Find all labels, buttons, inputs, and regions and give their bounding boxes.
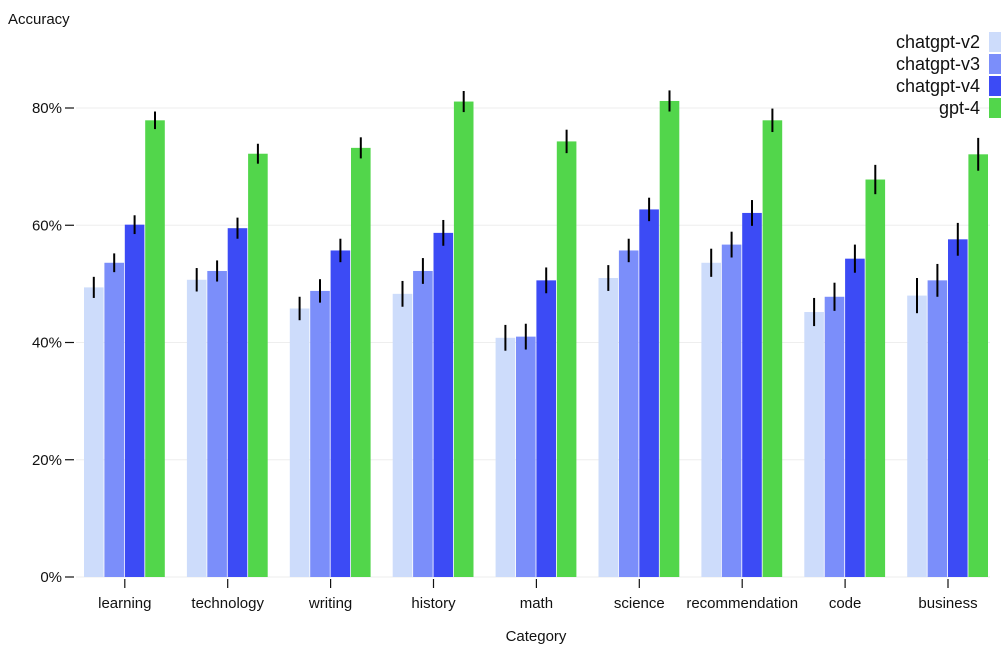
bar-chatgpt-v2 bbox=[701, 262, 721, 577]
bar-chatgpt-v2 bbox=[84, 287, 104, 577]
bar-chatgpt-v3 bbox=[618, 250, 639, 578]
bar-chatgpt-v3 bbox=[104, 262, 124, 577]
x-tick-label: science bbox=[614, 595, 665, 612]
y-axis: 0% 20% 40% 60% 80% bbox=[32, 100, 74, 586]
error-bars bbox=[92, 90, 980, 351]
legend-swatch bbox=[989, 32, 1001, 52]
legend-swatch bbox=[989, 76, 1001, 96]
x-tick-label: history bbox=[411, 595, 456, 612]
y-tick-label: 40% bbox=[32, 335, 62, 352]
x-tick-label: code bbox=[829, 595, 862, 612]
bar-chatgpt-v3 bbox=[927, 280, 948, 577]
x-tick-label: business bbox=[918, 595, 977, 612]
y-axis-title: Accuracy bbox=[8, 11, 70, 28]
x-axis: learning technology writing history math scie… bbox=[98, 579, 978, 612]
x-axis-title: Category bbox=[506, 628, 567, 645]
bar-chatgpt-v2 bbox=[804, 312, 824, 577]
bars bbox=[84, 100, 988, 578]
bar-chatgpt-v2 bbox=[495, 337, 516, 577]
bar-chatgpt-v2 bbox=[392, 293, 413, 577]
bar-chatgpt-v3 bbox=[824, 296, 845, 577]
x-tick-label: recommendation bbox=[686, 595, 798, 612]
bar-gpt-4 bbox=[145, 120, 165, 577]
bar-gpt-4 bbox=[248, 153, 268, 578]
legend-label: gpt-4 bbox=[939, 98, 980, 118]
bar-chatgpt-v4 bbox=[742, 212, 762, 577]
bar-chatgpt-v3 bbox=[310, 290, 330, 577]
bar-gpt-4 bbox=[453, 101, 474, 578]
bar-chatgpt-v3 bbox=[207, 270, 227, 577]
bar-chatgpt-v4 bbox=[124, 224, 145, 577]
y-tick-label: 80% bbox=[32, 100, 62, 117]
bar-gpt-4 bbox=[556, 141, 577, 577]
bar-chatgpt-v4 bbox=[536, 280, 556, 577]
bar-chatgpt-v3 bbox=[721, 244, 742, 577]
bar-gpt-4 bbox=[351, 147, 371, 578]
bar-chatgpt-v4 bbox=[227, 228, 248, 577]
bar-gpt-4 bbox=[968, 154, 988, 577]
bar-gpt-4 bbox=[659, 100, 680, 577]
x-tick-label: writing bbox=[308, 595, 352, 612]
legend-label: chatgpt-v3 bbox=[896, 54, 980, 74]
y-tick-label: 20% bbox=[32, 452, 62, 469]
x-tick-label: technology bbox=[191, 595, 264, 612]
bar-chatgpt-v3 bbox=[413, 270, 433, 577]
legend-swatch bbox=[989, 98, 1001, 118]
bar-chatgpt-v4 bbox=[639, 209, 659, 577]
legend-label: chatgpt-v2 bbox=[896, 32, 980, 52]
bar-chatgpt-v4 bbox=[433, 232, 454, 577]
bar-chatgpt-v3 bbox=[516, 336, 536, 577]
y-tick-label: 0% bbox=[40, 569, 62, 586]
bar-chatgpt-v2 bbox=[598, 278, 619, 577]
x-tick-label: learning bbox=[98, 595, 151, 612]
bar-chatgpt-v4 bbox=[330, 250, 351, 578]
x-tick-label: math bbox=[520, 595, 553, 612]
bar-gpt-4 bbox=[762, 120, 783, 577]
y-tick-label: 60% bbox=[32, 217, 62, 234]
bar-chatgpt-v4 bbox=[948, 239, 968, 577]
bar-gpt-4 bbox=[865, 179, 886, 577]
bar-chatgpt-v4 bbox=[845, 258, 865, 577]
legend-label: chatgpt-v4 bbox=[896, 76, 980, 96]
bar-chatgpt-v2 bbox=[186, 279, 207, 577]
bar-chatgpt-v2 bbox=[907, 295, 927, 577]
bar-chatgpt-v2 bbox=[289, 308, 310, 577]
legend-swatch bbox=[989, 54, 1001, 74]
